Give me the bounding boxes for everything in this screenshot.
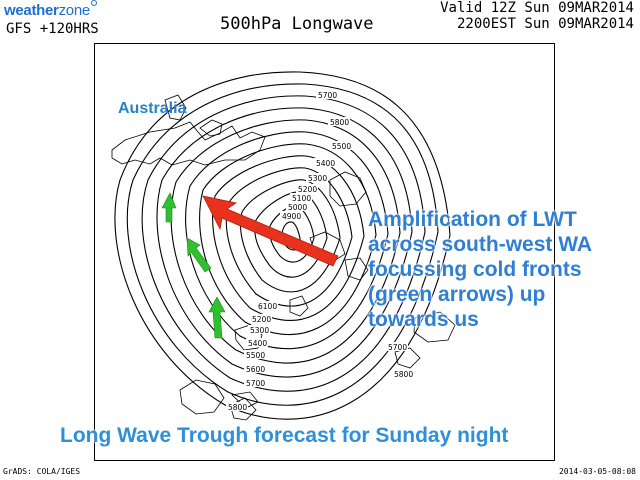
callout-text: Amplification of LWT across south-west W… xyxy=(368,207,592,332)
chart-title: 500hPa Longwave xyxy=(220,14,374,34)
callout-line: towards us xyxy=(368,308,479,331)
weatherzone-logo: weather zone xyxy=(4,0,97,22)
logo-text-bold: weather xyxy=(4,2,59,19)
contour-label: 5100 xyxy=(292,194,311,203)
contour-label: 5800 xyxy=(394,370,413,379)
contour-label: 5000 xyxy=(288,203,307,212)
green-arrows-icon xyxy=(161,192,226,339)
callout-line: focussing cold fronts xyxy=(368,258,582,281)
contour-label: 4900 xyxy=(282,212,301,221)
contour-label: 5500 xyxy=(246,351,265,360)
contour-label: 6100 xyxy=(258,302,277,311)
polar-map: 5700 5800 5500 5400 5300 5200 5100 5000 … xyxy=(111,71,456,421)
credit-label: GrADS: COLA/IGES xyxy=(3,467,81,476)
logo-text: zone xyxy=(58,2,91,19)
footer-caption: Long Wave Trough forecast for Sunday nig… xyxy=(60,424,509,447)
contour-labels: 5700 5800 5500 5400 5300 5200 5100 5000 … xyxy=(226,90,414,412)
contour-label: 5600 xyxy=(246,365,265,374)
red-arrow-icon xyxy=(202,195,339,267)
model-run-label: GFS +120HRS xyxy=(6,21,99,37)
contour-label: 5700 xyxy=(246,379,265,388)
valid-time-utc: Valid 12Z Sun 09MAR2014 xyxy=(440,0,634,16)
contour-label: 5200 xyxy=(252,315,271,324)
logo-degree-icon xyxy=(90,0,97,6)
valid-time-local: 2200EST Sun 09MAR2014 xyxy=(456,16,634,32)
contour-label: 5700 xyxy=(318,91,337,100)
callout-line: Amplification of LWT xyxy=(368,208,577,231)
callout-line: (green arrows) up xyxy=(368,283,546,306)
contour-label: 5300 xyxy=(250,326,269,335)
timestamp-label: 2014-03-05-08:08 xyxy=(558,467,636,476)
contour-label: 5700 xyxy=(388,343,407,352)
contour-label: 5400 xyxy=(316,159,335,168)
contour-label: 5300 xyxy=(308,174,327,183)
contour-label: 5500 xyxy=(332,142,351,151)
contour-label: 5400 xyxy=(248,339,267,348)
region-label: Australia xyxy=(118,100,187,117)
callout-line: across south-west WA xyxy=(368,233,593,256)
contour-label: 5200 xyxy=(298,185,317,194)
contour-label: 5800 xyxy=(330,118,349,127)
contour-label: 5800 xyxy=(228,403,247,412)
